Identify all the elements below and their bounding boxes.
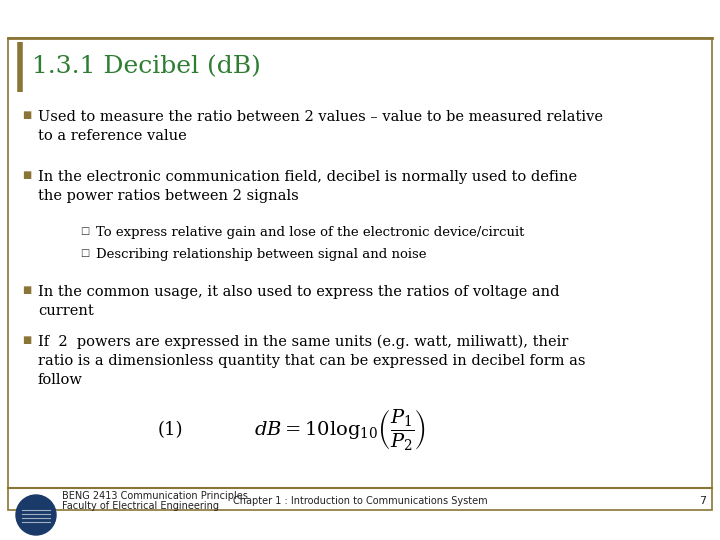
Text: Used to measure the ratio between 2 values – value to be measured relative
to a : Used to measure the ratio between 2 valu… [38,110,603,143]
Circle shape [16,495,56,535]
Text: 1.3.1 Decibel (dB): 1.3.1 Decibel (dB) [32,56,261,78]
Bar [8,38,712,510]
Text: □: □ [80,248,89,258]
Text: BENG 2413 Communication Principles: BENG 2413 Communication Principles [62,491,248,501]
Text: ■: ■ [22,110,31,120]
Text: Describing relationship between signal and noise: Describing relationship between signal a… [96,248,426,261]
Text: $dB = 10\log_{10}\!\left(\dfrac{P_1}{P_2}\right)$: $dB = 10\log_{10}\!\left(\dfrac{P_1}{P_2… [254,408,426,453]
Text: In the common usage, it also used to express the ratios of voltage and
current: In the common usage, it also used to exp… [38,285,559,318]
Text: (1): (1) [157,421,183,439]
Text: Chapter 1 : Introduction to Communications System: Chapter 1 : Introduction to Communicatio… [233,496,487,506]
Text: In the electronic communication field, decibel is normally used to define
the po: In the electronic communication field, d… [38,170,577,203]
Text: ■: ■ [22,170,31,180]
Text: Faculty of Electrical Engineering: Faculty of Electrical Engineering [62,501,219,511]
Text: If  2  powers are expressed in the same units (e.g. watt, miliwatt), their
ratio: If 2 powers are expressed in the same un… [38,335,585,387]
Text: □: □ [80,226,89,236]
Text: 7: 7 [699,496,706,506]
Text: To express relative gain and lose of the electronic device/circuit: To express relative gain and lose of the… [96,226,524,239]
Text: ■: ■ [22,335,31,345]
Text: ■: ■ [22,285,31,295]
